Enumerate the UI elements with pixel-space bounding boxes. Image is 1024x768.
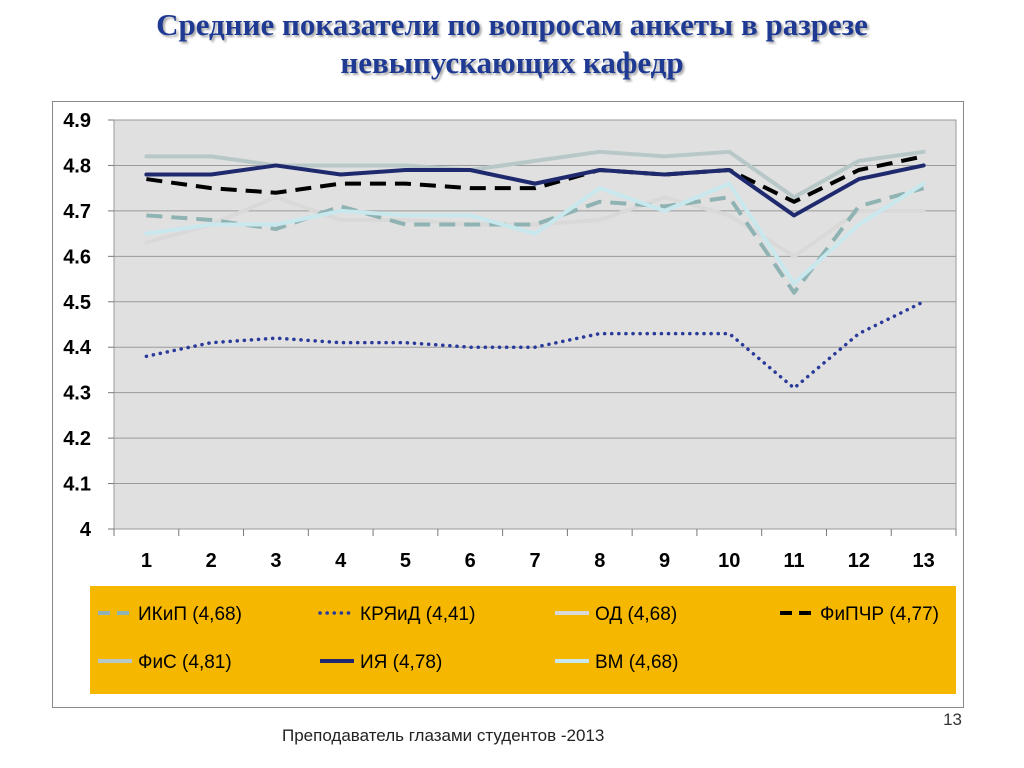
x-tick-label: 3 — [270, 550, 281, 572]
series-line-7 — [144, 181, 926, 286]
y-tick-label: 4.5 — [63, 292, 91, 314]
x-tick-label: 9 — [659, 550, 670, 572]
x-tick-label: 5 — [400, 550, 411, 572]
y-tick-label: 4.8 — [63, 155, 91, 177]
y-tick-label: 4.9 — [63, 110, 91, 132]
x-tick-label: 1 — [141, 550, 152, 572]
y-tick-label: 4 — [80, 519, 92, 541]
slide-title-line-1: Средние показатели по вопросам анкеты в … — [156, 7, 868, 42]
legend-label-6: ИЯ (4,78) — [360, 652, 442, 673]
legend-label-1: ИКиП (4,68) — [138, 604, 242, 625]
series-line-1 — [146, 186, 925, 295]
legend-label-2: КРЯиД (4,41) — [360, 604, 475, 625]
x-tick-label: 4 — [335, 550, 347, 572]
y-tick-label: 4.2 — [63, 428, 91, 450]
y-tick-label: 4.6 — [63, 246, 91, 268]
page-number: 13 — [943, 710, 962, 729]
footer-text: Преподаватель глазами студентов -2013 — [282, 726, 605, 745]
x-tick-label: 10 — [718, 550, 740, 572]
y-tick-label: 4.4 — [63, 337, 92, 359]
plot-area — [113, 119, 957, 530]
legend-label-7: ВМ (4,68) — [595, 652, 678, 673]
y-tick-label: 4.1 — [63, 474, 91, 496]
series-line-6 — [144, 163, 926, 218]
x-tick-label: 13 — [912, 550, 934, 572]
slide-title-line-2: невыпускающих кафедр — [340, 45, 684, 80]
x-tick-label: 6 — [465, 550, 476, 572]
legend-box — [90, 586, 956, 694]
series-line-4 — [146, 154, 925, 204]
x-tick-label: 11 — [783, 550, 804, 572]
x-tick-label: 2 — [206, 550, 217, 572]
series-line-2 — [144, 300, 926, 390]
line-chart: 44.14.24.34.44.54.64.74.84.91 2 3 4 5 6 7 8 9 10 1… — [63, 110, 957, 694]
x-tick-label: 12 — [848, 550, 870, 572]
chart-frame: 4 4.1 4.2 4.3 4.4 4.5 4.6 4.7 4.8 4.9 1 2 3 4 5 6 7 8 9 10 1… — [52, 101, 964, 708]
y-tick-label: 4.3 — [63, 383, 91, 405]
y-tick-label: 4.7 — [63, 201, 91, 223]
slide-title: Средние показатели по вопросам анкеты в … — [0, 6, 1024, 82]
series-line-3 — [144, 195, 926, 259]
x-tick-label: 7 — [529, 550, 540, 572]
legend-label-4: ФиПЧР (4,77) — [820, 604, 939, 625]
legend-label-3: ОД (4,68) — [595, 604, 677, 625]
x-tick-label: 8 — [594, 550, 605, 572]
legend-label-5: ФиС (4,81) — [138, 652, 232, 673]
